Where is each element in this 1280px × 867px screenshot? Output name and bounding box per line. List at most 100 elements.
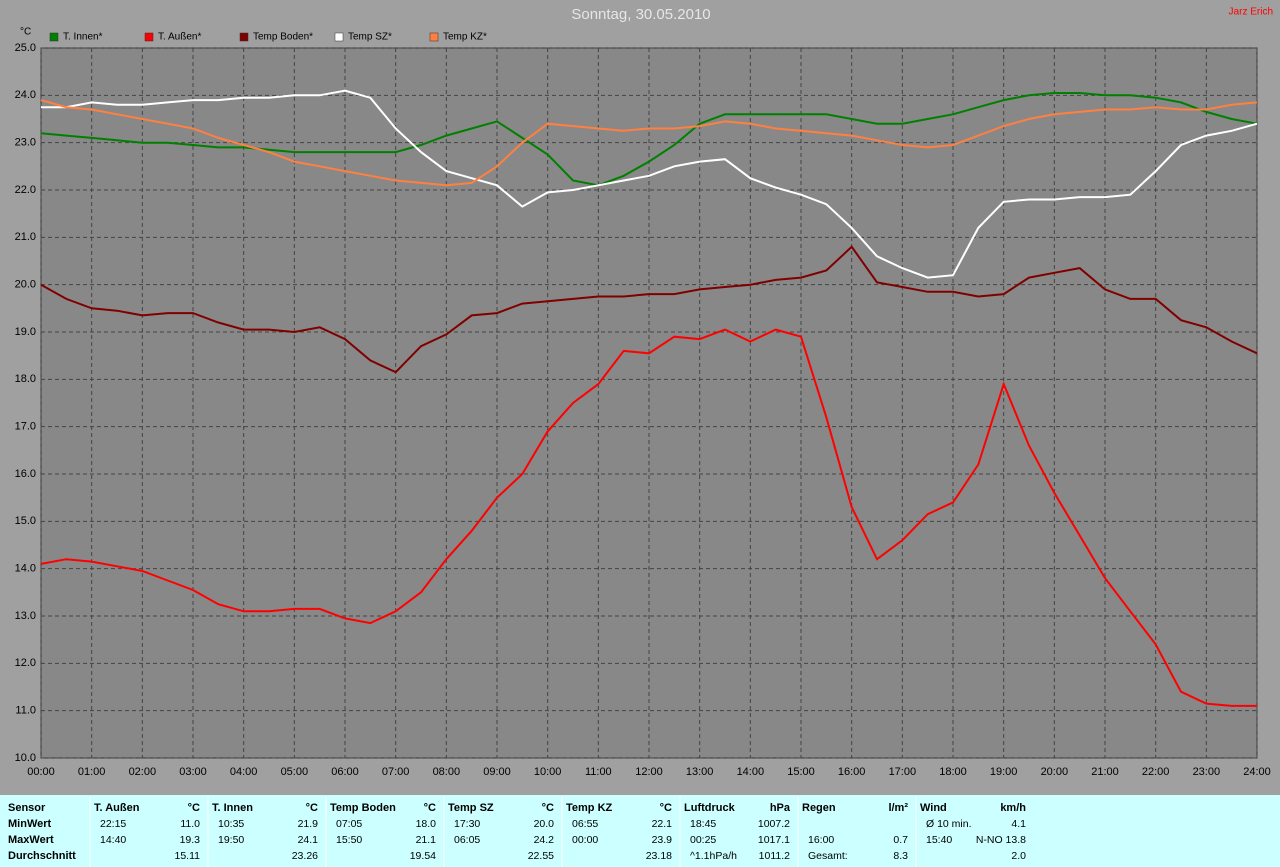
table-header: Sensor (8, 802, 46, 814)
y-tick-label: 17.0 (15, 421, 36, 433)
legend-swatch (429, 32, 439, 42)
x-tick-label: 19:00 (990, 766, 1018, 778)
column-name: Temp Boden (330, 802, 396, 814)
column-name: Regen (802, 802, 836, 814)
column-name: T. Innen (212, 802, 253, 814)
column-unit: °C (542, 802, 554, 814)
column-unit: km/h (1000, 802, 1026, 814)
x-tick-label: 05:00 (281, 766, 309, 778)
line-series (40, 99, 1258, 187)
cell-time: 16:00 (808, 834, 834, 846)
cell-value: 23.9 (652, 834, 673, 846)
legend-label: Temp KZ* (443, 32, 487, 43)
row-label: MaxWert (8, 834, 54, 846)
y-tick-label: 19.0 (15, 326, 36, 338)
cell-value: 22.55 (528, 850, 554, 862)
x-tick-label: 20:00 (1041, 766, 1069, 778)
x-tick-label: 17:00 (889, 766, 917, 778)
y-tick-label: 25.0 (15, 42, 36, 54)
cell-time: ^1.1hPa/h (690, 850, 737, 862)
column-name: Temp KZ (566, 802, 613, 814)
x-tick-label: 24:00 (1243, 766, 1271, 778)
legend-swatch (334, 32, 344, 42)
y-tick-label: 11.0 (15, 705, 36, 717)
cell-time: 15:40 (926, 834, 952, 846)
cell-value: 2.0 (1011, 850, 1026, 862)
cell-time: Ø 10 min. (926, 818, 972, 830)
cell-value: 19.3 (180, 834, 201, 846)
column-name: Luftdruck (684, 802, 736, 814)
cell-value: 21.9 (298, 818, 319, 830)
x-tick-label: 16:00 (838, 766, 866, 778)
x-tick-label: 15:00 (787, 766, 815, 778)
cell-time: 17:30 (454, 818, 480, 830)
legend-swatch (144, 32, 154, 42)
cell-time: Gesamt: (808, 850, 848, 862)
y-tick-label: 13.0 (15, 610, 36, 622)
column-name: Temp SZ (448, 802, 494, 814)
cell-time: 22:15 (100, 818, 126, 830)
y-tick-label: 16.0 (15, 468, 36, 480)
column-unit: hPa (770, 802, 791, 814)
x-tick-label: 02:00 (129, 766, 157, 778)
y-tick-label: 14.0 (15, 563, 36, 575)
column-unit: °C (188, 802, 200, 814)
x-tick-label: 13:00 (686, 766, 714, 778)
x-tick-label: 09:00 (483, 766, 511, 778)
legend-label: T. Außen* (158, 32, 201, 43)
line-series (40, 245, 1258, 374)
y-tick-label: 24.0 (15, 89, 36, 101)
y-tick-label: 18.0 (15, 373, 36, 385)
cell-time: 07:05 (336, 818, 362, 830)
cell-value: 1017.1 (758, 834, 790, 846)
stats-table (0, 795, 1280, 867)
x-tick-label: 06:00 (331, 766, 359, 778)
cell-value: 15.11 (175, 850, 201, 862)
cell-time: 18:45 (690, 818, 716, 830)
author: Jarz Erich (1229, 7, 1273, 18)
cell-time: 19:50 (218, 834, 244, 846)
y-tick-label: 20.0 (15, 279, 36, 291)
column-name: Wind (920, 802, 947, 814)
cell-value: 23.26 (292, 850, 318, 862)
cell-time: 14:40 (100, 834, 126, 846)
legend-label: T. Innen* (63, 32, 103, 43)
legend-label: Temp SZ* (348, 32, 392, 43)
chart-title: Sonntag, 30.05.2010 (571, 6, 710, 23)
y-tick-label: 22.0 (15, 184, 36, 196)
cell-value: 18.0 (416, 818, 437, 830)
cell-value: 20.0 (534, 818, 555, 830)
cell-time: 00:00 (572, 834, 598, 846)
column-name: T. Außen (94, 802, 140, 814)
cell-time: 00:25 (690, 834, 716, 846)
x-tick-label: 23:00 (1193, 766, 1221, 778)
x-tick-label: 14:00 (737, 766, 765, 778)
x-tick-label: 03:00 (179, 766, 207, 778)
line-series (40, 328, 1257, 707)
y-tick-label: 21.0 (15, 231, 36, 243)
cell-value: 19.54 (410, 850, 436, 862)
cell-time: 15:50 (336, 834, 362, 846)
x-tick-label: 10:00 (534, 766, 562, 778)
line-series (41, 89, 1258, 279)
y-tick-label: 15.0 (15, 515, 36, 527)
cell-value: 24.2 (534, 834, 555, 846)
cell-value: 0.7 (893, 834, 908, 846)
cell-value: 1007.2 (758, 818, 790, 830)
cell-time: 06:05 (454, 834, 480, 846)
x-tick-label: 00:00 (27, 766, 55, 778)
cell-value: 21.1 (416, 834, 437, 846)
cell-value: N-NO 13.8 (976, 834, 1026, 846)
y-tick-label: 12.0 (15, 657, 36, 669)
line-series (40, 92, 1258, 187)
x-tick-label: 11:00 (585, 766, 612, 778)
x-tick-label: 08:00 (433, 766, 461, 778)
cell-value: 11.0 (180, 818, 200, 830)
column-unit: l/m² (888, 802, 908, 814)
cell-value: 24.1 (298, 834, 319, 846)
x-tick-label: 01:00 (78, 766, 106, 778)
legend-swatch (239, 32, 249, 42)
x-tick-label: 04:00 (230, 766, 258, 778)
cell-value: 8.3 (893, 850, 908, 862)
